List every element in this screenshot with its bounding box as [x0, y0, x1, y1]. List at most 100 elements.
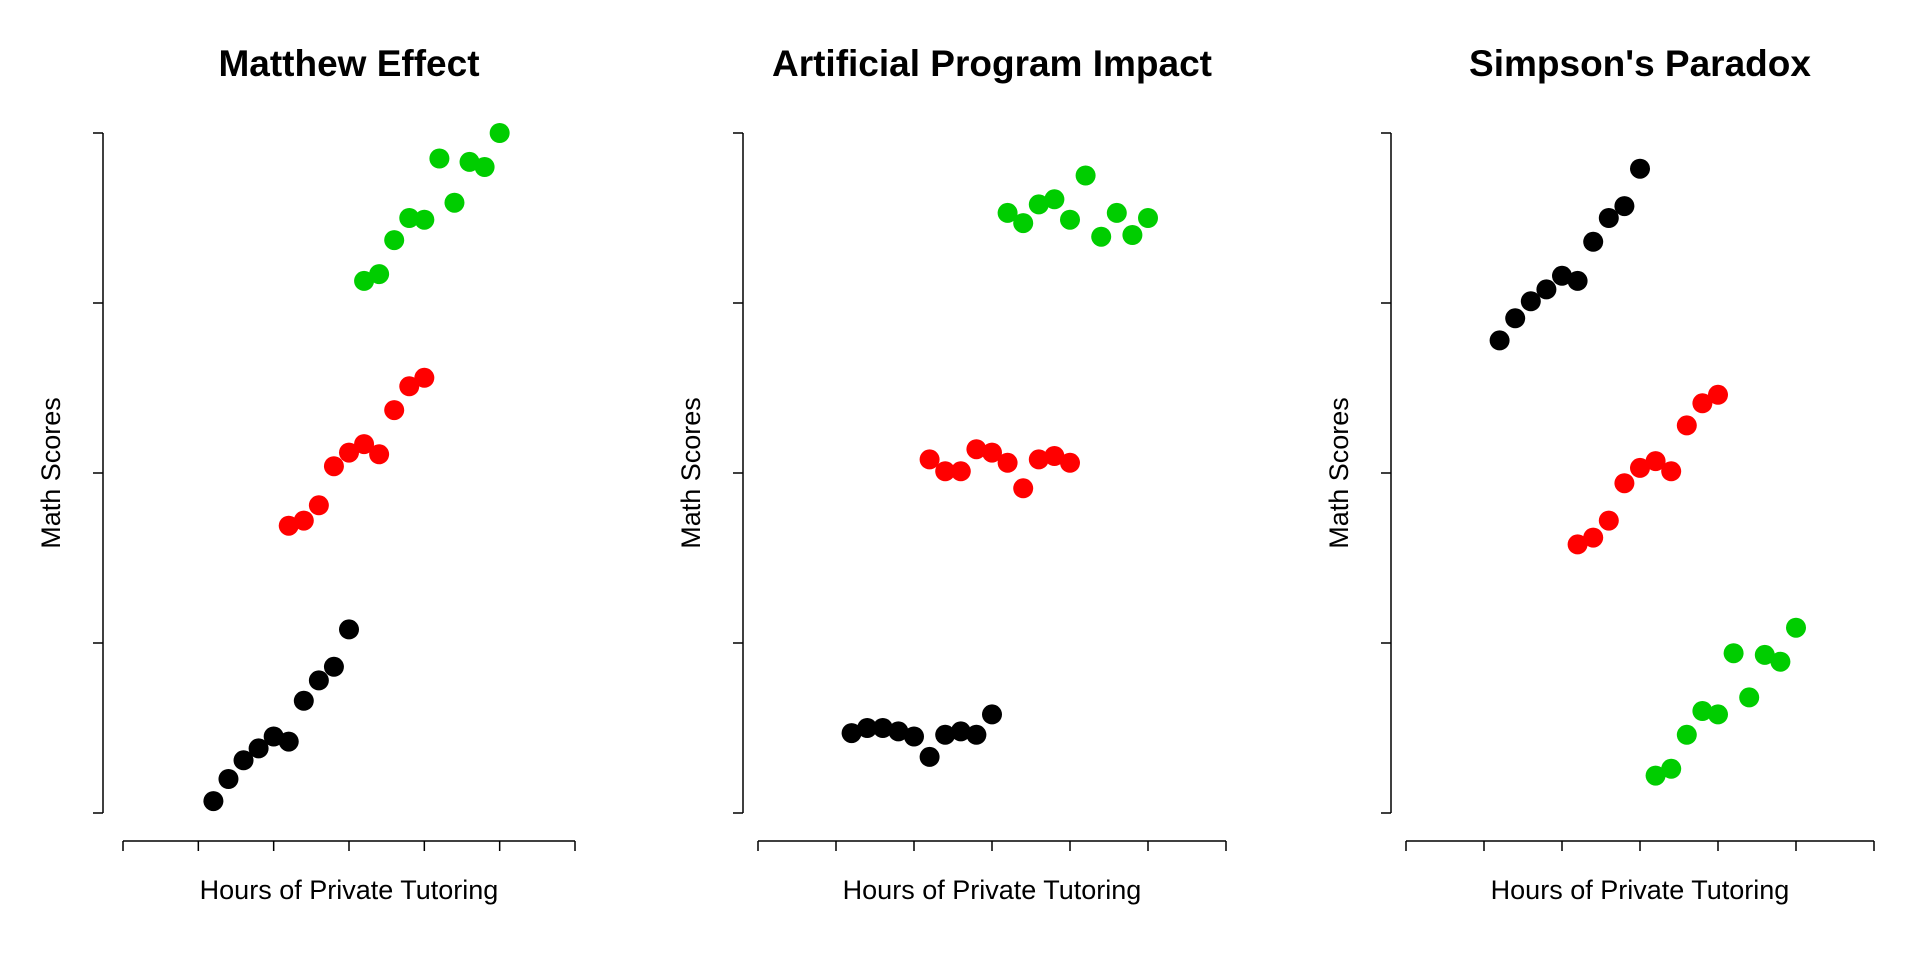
point [1122, 225, 1143, 245]
point [308, 670, 329, 691]
point [950, 461, 971, 482]
point [218, 769, 239, 789]
point [1598, 510, 1619, 531]
point [1676, 724, 1697, 745]
point [1583, 231, 1604, 252]
point [1692, 701, 1713, 721]
point [308, 495, 329, 516]
point [1044, 189, 1065, 210]
point [293, 510, 314, 531]
point [982, 704, 1002, 725]
point [203, 791, 224, 812]
point [1770, 651, 1791, 672]
point [1661, 461, 1682, 482]
point [1598, 208, 1619, 228]
y-axis-label: Math Scores [36, 397, 66, 549]
point [323, 456, 344, 477]
point [1106, 202, 1127, 223]
point [1028, 449, 1049, 470]
point [919, 746, 940, 767]
point [935, 724, 956, 745]
point [1013, 213, 1034, 234]
point [1614, 473, 1635, 494]
point [888, 721, 909, 742]
point [459, 151, 480, 172]
point [950, 721, 971, 742]
point [1676, 415, 1697, 436]
point [399, 376, 420, 397]
point [935, 461, 956, 482]
point [369, 444, 390, 465]
point [263, 726, 284, 747]
point [1138, 208, 1158, 228]
chart-title: Simpson's Paradox [1469, 43, 1811, 84]
point [857, 718, 878, 738]
point [1028, 194, 1049, 215]
point [339, 619, 359, 640]
point [1060, 452, 1080, 473]
point [414, 209, 435, 230]
point [1075, 165, 1096, 186]
point [997, 202, 1018, 223]
x-axis-label: Hours of Private Tutoring [200, 875, 499, 905]
point [489, 123, 510, 143]
point [1645, 451, 1666, 472]
chart-title: Matthew Effect [218, 43, 479, 84]
point [429, 148, 450, 169]
point [278, 515, 299, 536]
point [248, 738, 269, 759]
point [339, 442, 359, 463]
point [1723, 643, 1744, 664]
point [997, 452, 1018, 473]
point [1060, 209, 1080, 230]
point [1505, 308, 1526, 329]
point [1786, 617, 1806, 638]
point [1520, 291, 1541, 312]
point [1044, 446, 1065, 466]
point [293, 690, 314, 711]
point [966, 724, 987, 745]
point [399, 208, 420, 228]
point [1692, 393, 1713, 414]
point [1013, 478, 1034, 499]
point [233, 750, 254, 771]
point [369, 264, 390, 285]
y-axis-label: Math Scores [1324, 397, 1354, 549]
point [1630, 158, 1650, 179]
y-axis-label: Math Scores [676, 397, 706, 549]
point [966, 439, 987, 460]
point [414, 367, 435, 388]
point [1489, 330, 1510, 351]
x-axis-label: Hours of Private Tutoring [843, 875, 1142, 905]
point [1630, 457, 1650, 478]
point [1708, 704, 1728, 725]
point [1583, 527, 1604, 548]
chart-title: Artificial Program Impact [772, 43, 1212, 84]
point [1552, 265, 1572, 286]
point [278, 731, 299, 752]
point [1567, 534, 1588, 555]
point [384, 230, 405, 251]
point [1739, 687, 1760, 708]
point [904, 726, 924, 747]
point [1091, 226, 1112, 247]
point [1614, 196, 1635, 217]
point [354, 434, 375, 455]
point [323, 656, 344, 677]
x-axis-label: Hours of Private Tutoring [1491, 875, 1790, 905]
point [982, 442, 1002, 463]
point [1567, 270, 1588, 291]
point [1645, 765, 1666, 786]
point [919, 449, 940, 470]
point [474, 157, 495, 177]
point [1708, 384, 1728, 405]
point [354, 270, 375, 291]
point [1661, 758, 1682, 779]
point [872, 718, 893, 738]
point [1754, 644, 1775, 665]
point [384, 400, 405, 421]
point [1536, 279, 1557, 300]
point [444, 192, 465, 213]
point [841, 723, 862, 744]
